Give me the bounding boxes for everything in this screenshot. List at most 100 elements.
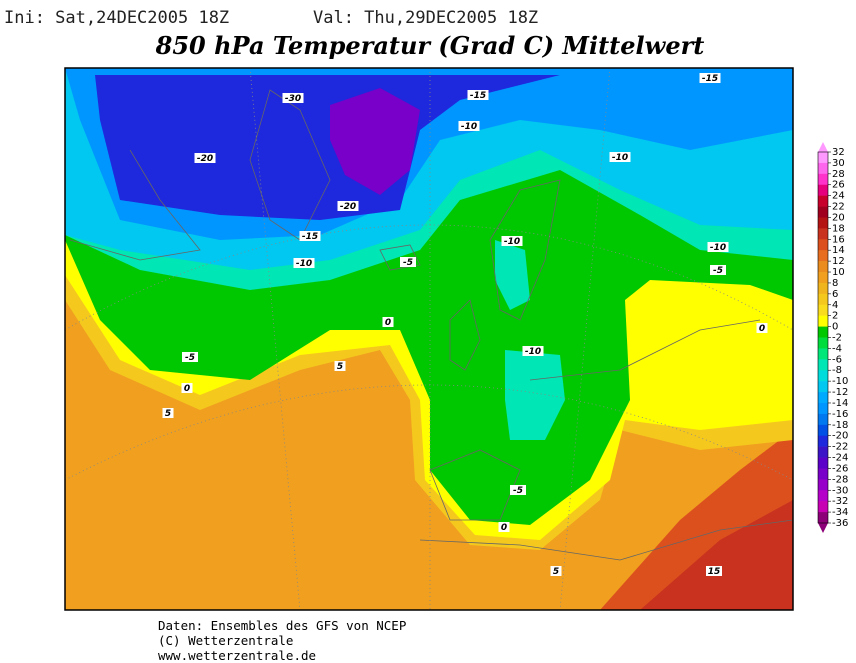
africa-coast	[419, 519, 793, 561]
colorbar-tick-label: 20	[832, 212, 845, 223]
field-minus20	[95, 75, 560, 220]
colorbar: 32302826242220181614121086420-2-4-6-8-10…	[817, 142, 848, 533]
scandinavia	[489, 179, 561, 321]
contour-label-box	[510, 485, 526, 495]
colorbar-tick-label: -34	[832, 507, 848, 518]
colorbar-tick-label: -8	[832, 365, 842, 376]
colorbar-tick-label: -10	[832, 376, 848, 387]
map	[65, 68, 793, 610]
contour-label-box	[706, 566, 722, 576]
colorbar-swatch	[818, 162, 828, 175]
contour-label: -5	[513, 486, 523, 496]
colorbar-tick-label: -16	[832, 409, 848, 420]
colorbar-tick-label: 30	[832, 158, 845, 169]
colorbar-swatch	[818, 501, 828, 513]
contour-label: -20	[197, 154, 213, 164]
europe-coast	[529, 319, 761, 381]
parallel	[65, 224, 793, 331]
footer-line: www.wetterzentrale.de	[158, 648, 316, 663]
contour-label: -5	[403, 258, 413, 268]
colorbar-tick-label: -6	[832, 354, 842, 365]
colorbar-swatch	[818, 512, 828, 524]
contour-label: -5	[185, 353, 195, 363]
colorbar-swatch	[818, 402, 828, 415]
colorbar-tick-label: 4	[832, 300, 838, 311]
colorbar-swatch	[818, 304, 828, 316]
colorbar-tick-label: -4	[832, 343, 842, 354]
contour-label-box	[382, 317, 394, 327]
colorbar-tick-label: -24	[832, 453, 848, 464]
contour-label: -15	[702, 74, 718, 84]
colorbar-swatch	[818, 293, 828, 306]
colorbar-swatch	[818, 217, 828, 229]
meridian	[249, 68, 611, 610]
footer-line: Daten: Ensembles des GFS von NCEP	[158, 618, 406, 633]
colorbar-swatch	[818, 435, 828, 447]
contour-label: 5	[337, 362, 343, 372]
colorbar-tick-label: 16	[832, 234, 845, 245]
britain	[449, 299, 481, 371]
init-time: Ini: Sat,24DEC2005 18Z	[4, 8, 229, 28]
colorbar-swatch	[818, 282, 828, 295]
contour-label-box	[756, 323, 768, 333]
colorbar-tick-label: 26	[832, 180, 845, 191]
colorbar-tick-label: 2	[832, 311, 838, 322]
colorbar-swatch	[818, 173, 828, 186]
contour-label-box	[299, 231, 321, 241]
colorbar-swatch	[818, 326, 828, 338]
valid-time: Val: Thu,29DEC2005 18Z	[313, 8, 538, 28]
contour-label-box	[609, 152, 631, 162]
contour-label: 5	[553, 567, 559, 577]
colorbar-swatch	[818, 152, 828, 164]
contour-label-box	[522, 346, 544, 356]
contour-label-box	[194, 153, 216, 163]
colorbar-swatch	[818, 195, 828, 207]
contour-label-box	[501, 236, 523, 246]
contour-label: -15	[302, 232, 318, 242]
contour-label-box	[400, 257, 416, 267]
colorbar-tick-label: 28	[832, 169, 845, 180]
contour-label: 0	[184, 384, 190, 394]
parallel	[65, 384, 793, 481]
contour-label: 0	[501, 523, 507, 533]
colorbar-tick-label: 10	[832, 267, 845, 278]
contour-label: -30	[285, 94, 301, 104]
colorbar-tick-label: -30	[832, 485, 848, 496]
contour-label-box	[467, 90, 489, 100]
colorbar-tick-label: 14	[832, 245, 845, 256]
colorbar-swatch	[818, 359, 828, 371]
colorbar-tick-label: -18	[832, 420, 848, 431]
contour-label-box	[699, 73, 721, 83]
colorbar-swatch	[818, 337, 828, 349]
contour-label-box	[458, 121, 480, 131]
graticule	[65, 68, 793, 610]
colorbar-tick-label: 32	[832, 147, 845, 158]
colorbar-tick-label: -14	[832, 398, 848, 409]
colorbar-swatch	[818, 184, 828, 196]
colorbar-bottom-arrow	[818, 523, 828, 533]
colorbar-swatch	[818, 457, 828, 469]
colorbar-swatch	[818, 206, 828, 218]
contour-label: -10	[504, 237, 520, 247]
colorbar-tick-label: -12	[832, 387, 848, 398]
map-frame	[64, 67, 794, 611]
colorbar-swatch	[818, 239, 828, 251]
colorbar-swatch	[818, 261, 828, 273]
contour-label-box	[334, 361, 346, 371]
contour-label: -5	[713, 266, 723, 276]
contour-label-box	[710, 265, 726, 275]
contour-label-box	[550, 566, 562, 576]
field-hot2	[640, 500, 793, 610]
colorbar-swatch	[818, 381, 828, 393]
contour-label-box	[293, 258, 315, 268]
colorbar-swatch	[818, 348, 828, 360]
contour-label: -10	[612, 153, 628, 163]
colorbar-swatch	[818, 272, 828, 284]
colorbar-swatch	[818, 370, 828, 382]
contour-label-box	[707, 242, 729, 252]
colorbar-swatch	[818, 468, 828, 480]
contour-labels: -30 -15 -15 -20 -10 -10 -20 -15 -10 -5 -10 -10 -5 0 0 -…	[162, 73, 768, 577]
contour-label: 5	[165, 409, 171, 419]
canada-coast	[69, 149, 201, 261]
